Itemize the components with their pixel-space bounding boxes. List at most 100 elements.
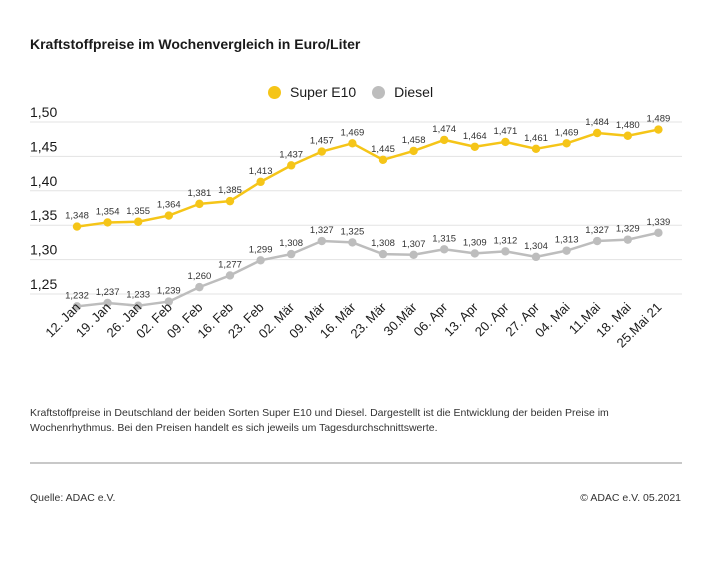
data-label-super-e10: 1,464 <box>463 131 487 142</box>
data-label-super-e10: 1,469 <box>555 127 579 138</box>
data-label-diesel: 1,277 <box>218 259 242 270</box>
data-point-super-e10 <box>470 142 479 151</box>
data-point-diesel <box>134 301 143 310</box>
data-point-diesel <box>440 245 449 254</box>
chart-title: Kraftstoffpreise im Wochenvergleich in E… <box>30 36 361 52</box>
data-label-diesel: 1,329 <box>616 224 640 235</box>
data-label-super-e10: 1,474 <box>432 124 456 135</box>
line-chart: 1,25 1,30 1,35 1,40 1,45 1,50 1,348 1,354 1,355 1… <box>30 104 682 350</box>
data-label-diesel: 1,308 <box>279 238 303 249</box>
data-point-super-e10 <box>134 217 143 226</box>
data-label-diesel: 1,327 <box>310 225 334 236</box>
y-tick-label: 1,35 <box>30 207 57 223</box>
data-point-super-e10 <box>378 155 388 165</box>
data-point-super-e10 <box>593 128 602 138</box>
data-point-super-e10 <box>103 218 112 227</box>
series-line-diesel <box>76 231 659 308</box>
data-label-diesel: 1,232 <box>65 290 89 301</box>
legend-swatch-super-e10 <box>268 85 281 99</box>
data-point-super-e10 <box>256 177 265 187</box>
x-tick-label: 04. Mai <box>532 299 573 340</box>
data-point-super-e10 <box>348 139 357 148</box>
footer-divider <box>30 462 682 464</box>
data-label-diesel: 1,233 <box>126 290 150 301</box>
data-label-super-e10: 1,489 <box>647 114 671 125</box>
legend-item-super-e10: Super E10 <box>268 84 356 100</box>
data-label-super-e10: 1,413 <box>249 166 273 177</box>
chart-description: Kraftstoffpreise in Deutschland der beid… <box>30 407 609 434</box>
data-point-super-e10 <box>440 135 449 145</box>
data-point-diesel <box>164 297 173 306</box>
data-point-diesel <box>103 298 112 308</box>
data-label-super-e10: 1,355 <box>126 206 150 217</box>
data-point-super-e10 <box>654 125 663 134</box>
data-point-super-e10 <box>72 222 82 231</box>
data-point-super-e10 <box>531 144 541 154</box>
data-label-super-e10: 1,484 <box>585 117 609 128</box>
chart-legend: Super E10 Diesel <box>268 84 449 100</box>
data-label-super-e10: 1,385 <box>218 185 242 196</box>
data-label-diesel: 1,304 <box>524 241 548 252</box>
data-label-super-e10: 1,364 <box>157 200 181 211</box>
data-point-super-e10 <box>623 131 632 140</box>
data-point-super-e10 <box>501 137 510 147</box>
data-label-diesel: 1,299 <box>249 244 273 255</box>
data-point-super-e10 <box>195 199 204 209</box>
data-point-diesel <box>72 302 82 311</box>
data-point-diesel <box>654 228 663 237</box>
y-tick-label: 1,50 <box>30 104 57 120</box>
data-label-diesel: 1,237 <box>96 287 120 298</box>
y-tick-label: 1,40 <box>30 173 57 189</box>
data-label-diesel: 1,339 <box>647 217 671 228</box>
data-point-diesel <box>378 249 388 259</box>
data-point-super-e10 <box>317 147 326 156</box>
data-point-diesel <box>531 252 541 262</box>
data-label-super-e10: 1,354 <box>96 206 120 217</box>
data-label-diesel: 1,308 <box>371 238 395 249</box>
copyright-note: © ADAC e.V. 05.2021 <box>580 492 681 504</box>
data-point-diesel <box>195 282 204 292</box>
data-label-super-e10: 1,480 <box>616 120 640 131</box>
data-label-super-e10: 1,381 <box>188 188 212 199</box>
data-point-super-e10 <box>409 146 418 156</box>
data-label-diesel: 1,313 <box>555 235 579 246</box>
source-note: Quelle: ADAC e.V. <box>30 492 116 504</box>
data-label-super-e10: 1,437 <box>279 149 303 160</box>
data-point-diesel <box>317 236 326 246</box>
data-label-super-e10: 1,461 <box>524 133 548 144</box>
data-point-diesel <box>287 249 296 259</box>
legend-item-diesel: Diesel <box>372 84 433 100</box>
legend-label-diesel: Diesel <box>394 84 434 100</box>
data-point-diesel <box>470 249 479 258</box>
data-label-super-e10: 1,458 <box>402 135 426 146</box>
data-label-diesel: 1,325 <box>341 226 365 237</box>
data-point-diesel <box>623 235 632 244</box>
data-point-diesel <box>562 246 571 255</box>
y-tick-label: 1,45 <box>30 138 57 154</box>
data-point-diesel <box>593 236 602 246</box>
legend-label-super-e10: Super E10 <box>290 84 357 100</box>
data-point-diesel <box>409 250 418 259</box>
data-label-diesel: 1,315 <box>432 233 456 244</box>
data-point-diesel <box>501 247 510 256</box>
data-label-diesel: 1,260 <box>188 271 212 282</box>
data-point-super-e10 <box>225 196 235 206</box>
data-point-super-e10 <box>164 211 173 220</box>
y-tick-label: 1,30 <box>30 242 57 258</box>
legend-swatch-diesel <box>372 85 386 99</box>
data-point-super-e10 <box>287 161 296 170</box>
data-label-diesel: 1,309 <box>463 237 487 248</box>
data-label-super-e10: 1,457 <box>310 136 334 147</box>
data-label-super-e10: 1,445 <box>371 144 395 155</box>
data-point-super-e10 <box>562 139 571 148</box>
data-label-super-e10: 1,348 <box>65 211 89 222</box>
data-label-super-e10: 1,471 <box>494 126 518 137</box>
data-label-diesel: 1,307 <box>402 239 426 250</box>
data-label-super-e10: 1,469 <box>341 127 365 138</box>
y-tick-label: 1,25 <box>30 276 57 292</box>
data-label-diesel: 1,327 <box>585 225 609 236</box>
data-point-diesel <box>348 238 357 247</box>
data-label-diesel: 1,239 <box>157 286 181 297</box>
data-label-diesel: 1,312 <box>494 235 518 246</box>
data-point-diesel <box>256 256 265 265</box>
